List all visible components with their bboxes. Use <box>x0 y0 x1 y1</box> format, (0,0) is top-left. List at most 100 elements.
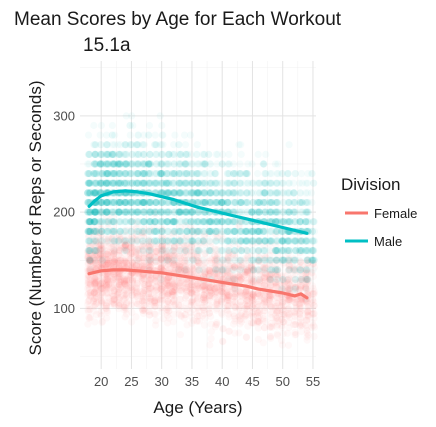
data-point-female <box>157 256 165 264</box>
data-point-female <box>188 319 196 327</box>
data-point-female <box>91 242 99 251</box>
data-point-female <box>182 222 190 230</box>
data-point-female <box>114 257 122 266</box>
data-point-female <box>157 255 165 263</box>
data-point-female <box>115 260 123 268</box>
data-point-female <box>169 284 177 293</box>
data-point-female <box>284 276 292 284</box>
data-point-female <box>159 242 167 250</box>
data-point-female <box>86 276 94 284</box>
data-point-female <box>277 336 286 345</box>
data-point-female <box>182 294 190 302</box>
data-point-female <box>241 271 249 279</box>
data-point-female <box>218 266 226 274</box>
data-point-female <box>150 290 158 298</box>
data-point-female <box>163 300 171 308</box>
data-point-female <box>194 280 202 288</box>
data-point-female <box>241 292 249 300</box>
data-point-female <box>139 293 147 301</box>
data-point-female <box>146 252 154 261</box>
data-point-female <box>145 311 153 319</box>
data-point-female <box>140 297 148 305</box>
data-point-female <box>285 264 293 272</box>
data-point-female <box>279 294 288 302</box>
data-point-female <box>128 258 136 266</box>
data-point-female <box>122 248 131 256</box>
data-point-female <box>249 295 257 303</box>
data-point-female <box>133 282 141 290</box>
data-point-female <box>242 333 250 341</box>
data-point-female <box>183 321 191 329</box>
data-point-female <box>243 260 251 268</box>
data-point-female <box>97 263 105 271</box>
data-point-female <box>193 252 201 260</box>
data-point-female <box>144 262 152 270</box>
data-point-female <box>303 336 311 344</box>
data-point-female <box>104 259 112 267</box>
data-point-female <box>207 256 216 264</box>
data-point-female <box>90 259 98 267</box>
data-point-female <box>205 271 213 279</box>
data-point-female <box>303 287 311 295</box>
data-point-female <box>177 312 185 321</box>
data-point-female <box>109 300 117 308</box>
data-point-female <box>170 283 178 291</box>
data-point-female <box>201 297 210 305</box>
data-point-female <box>91 247 99 255</box>
data-point-female <box>200 286 208 294</box>
data-point-female <box>189 261 197 269</box>
data-point-female <box>109 248 117 256</box>
data-point-female <box>248 274 256 282</box>
data-point-female <box>217 258 225 267</box>
data-point-female <box>103 250 111 258</box>
data-point-female <box>304 287 312 295</box>
plot-panel <box>80 61 316 369</box>
data-point-female <box>134 257 142 265</box>
data-point-female <box>117 284 125 292</box>
data-point-female <box>261 298 269 306</box>
data-point-female <box>141 264 149 272</box>
data-point-female <box>207 286 215 295</box>
data-point-female <box>126 276 134 284</box>
data-point-female <box>138 297 147 305</box>
data-point-female <box>139 309 147 317</box>
data-point-female <box>86 243 94 251</box>
data-point-female <box>139 261 147 269</box>
data-point-female <box>164 282 172 290</box>
data-point-female <box>91 235 99 244</box>
data-point-female <box>176 245 184 253</box>
data-point-female <box>152 253 160 261</box>
data-point-female <box>296 300 304 308</box>
data-point-female <box>200 238 208 247</box>
data-point-female <box>114 256 122 264</box>
data-point-female <box>261 281 269 289</box>
data-point-female <box>111 258 119 266</box>
data-point-female <box>120 238 128 246</box>
data-point-male <box>295 179 303 187</box>
data-point-female <box>277 302 286 310</box>
data-point-female <box>84 248 92 256</box>
data-point-female <box>103 282 111 290</box>
data-point-female <box>248 297 256 305</box>
data-point-female <box>114 258 122 266</box>
data-point-female <box>193 286 201 294</box>
data-point-female <box>121 256 129 264</box>
data-point-female <box>146 297 154 305</box>
data-point-female <box>108 284 117 292</box>
data-point-female <box>217 283 225 291</box>
data-point-female <box>115 257 123 265</box>
data-point-female <box>280 318 288 326</box>
data-point-female <box>157 255 165 264</box>
data-point-female <box>116 280 124 288</box>
data-point-female <box>253 317 261 326</box>
data-point-female <box>90 302 98 310</box>
data-point-female <box>235 312 243 320</box>
data-point-female <box>292 296 300 304</box>
data-point-female <box>163 287 171 295</box>
data-point-female <box>205 293 213 301</box>
data-point-female <box>120 244 128 252</box>
data-point-female <box>225 292 233 300</box>
data-point-female <box>123 282 131 290</box>
data-point-female <box>274 272 282 280</box>
data-point-female <box>139 306 147 314</box>
